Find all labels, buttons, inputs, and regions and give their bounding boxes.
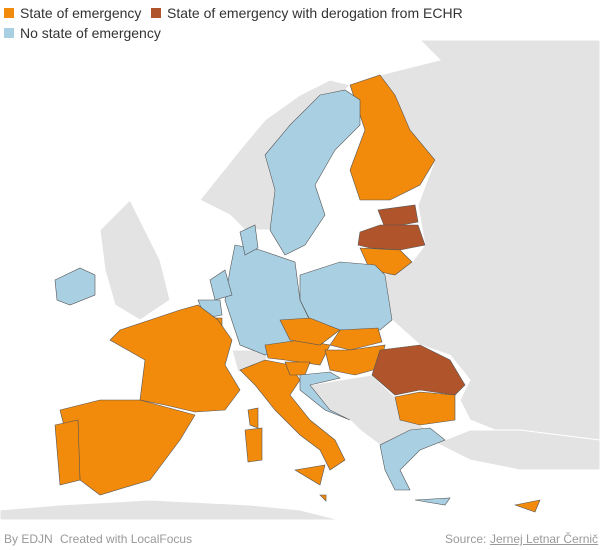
legend-swatch <box>4 28 14 38</box>
country <box>244 427 263 463</box>
country <box>54 419 81 486</box>
countries <box>54 74 541 513</box>
country <box>357 224 426 251</box>
non-eu-land <box>0 39 600 520</box>
footer-by: By EDJN <box>4 532 53 546</box>
country <box>209 269 233 301</box>
country <box>377 204 419 229</box>
country <box>319 494 327 502</box>
country <box>54 267 96 306</box>
country <box>294 464 326 486</box>
legend-item: No state of emergency <box>4 25 161 41</box>
country <box>247 407 259 429</box>
footer-source-label: Source: <box>445 532 487 546</box>
country <box>414 497 451 506</box>
country <box>264 89 361 256</box>
legend-swatch <box>4 8 14 18</box>
map <box>0 39 600 520</box>
country <box>239 224 259 256</box>
legend-swatch <box>151 8 161 18</box>
source-link[interactable]: Jernej Letnar Černič <box>490 532 599 546</box>
footer-created: Created with LocalFocus <box>60 532 193 546</box>
legend-item: State of emergency with derogation from … <box>151 5 463 21</box>
country <box>59 399 196 496</box>
country <box>279 317 341 346</box>
country <box>299 371 351 421</box>
legend-label: State of emergency with derogation from … <box>167 5 463 21</box>
legend-label: State of emergency <box>20 5 142 21</box>
country <box>394 391 456 426</box>
country <box>349 74 436 201</box>
country <box>379 427 446 491</box>
country <box>109 304 241 413</box>
legend-label: No state of emergency <box>20 25 161 41</box>
country <box>329 327 383 351</box>
legend-item: State of emergency <box>4 5 141 21</box>
country <box>513 499 541 513</box>
